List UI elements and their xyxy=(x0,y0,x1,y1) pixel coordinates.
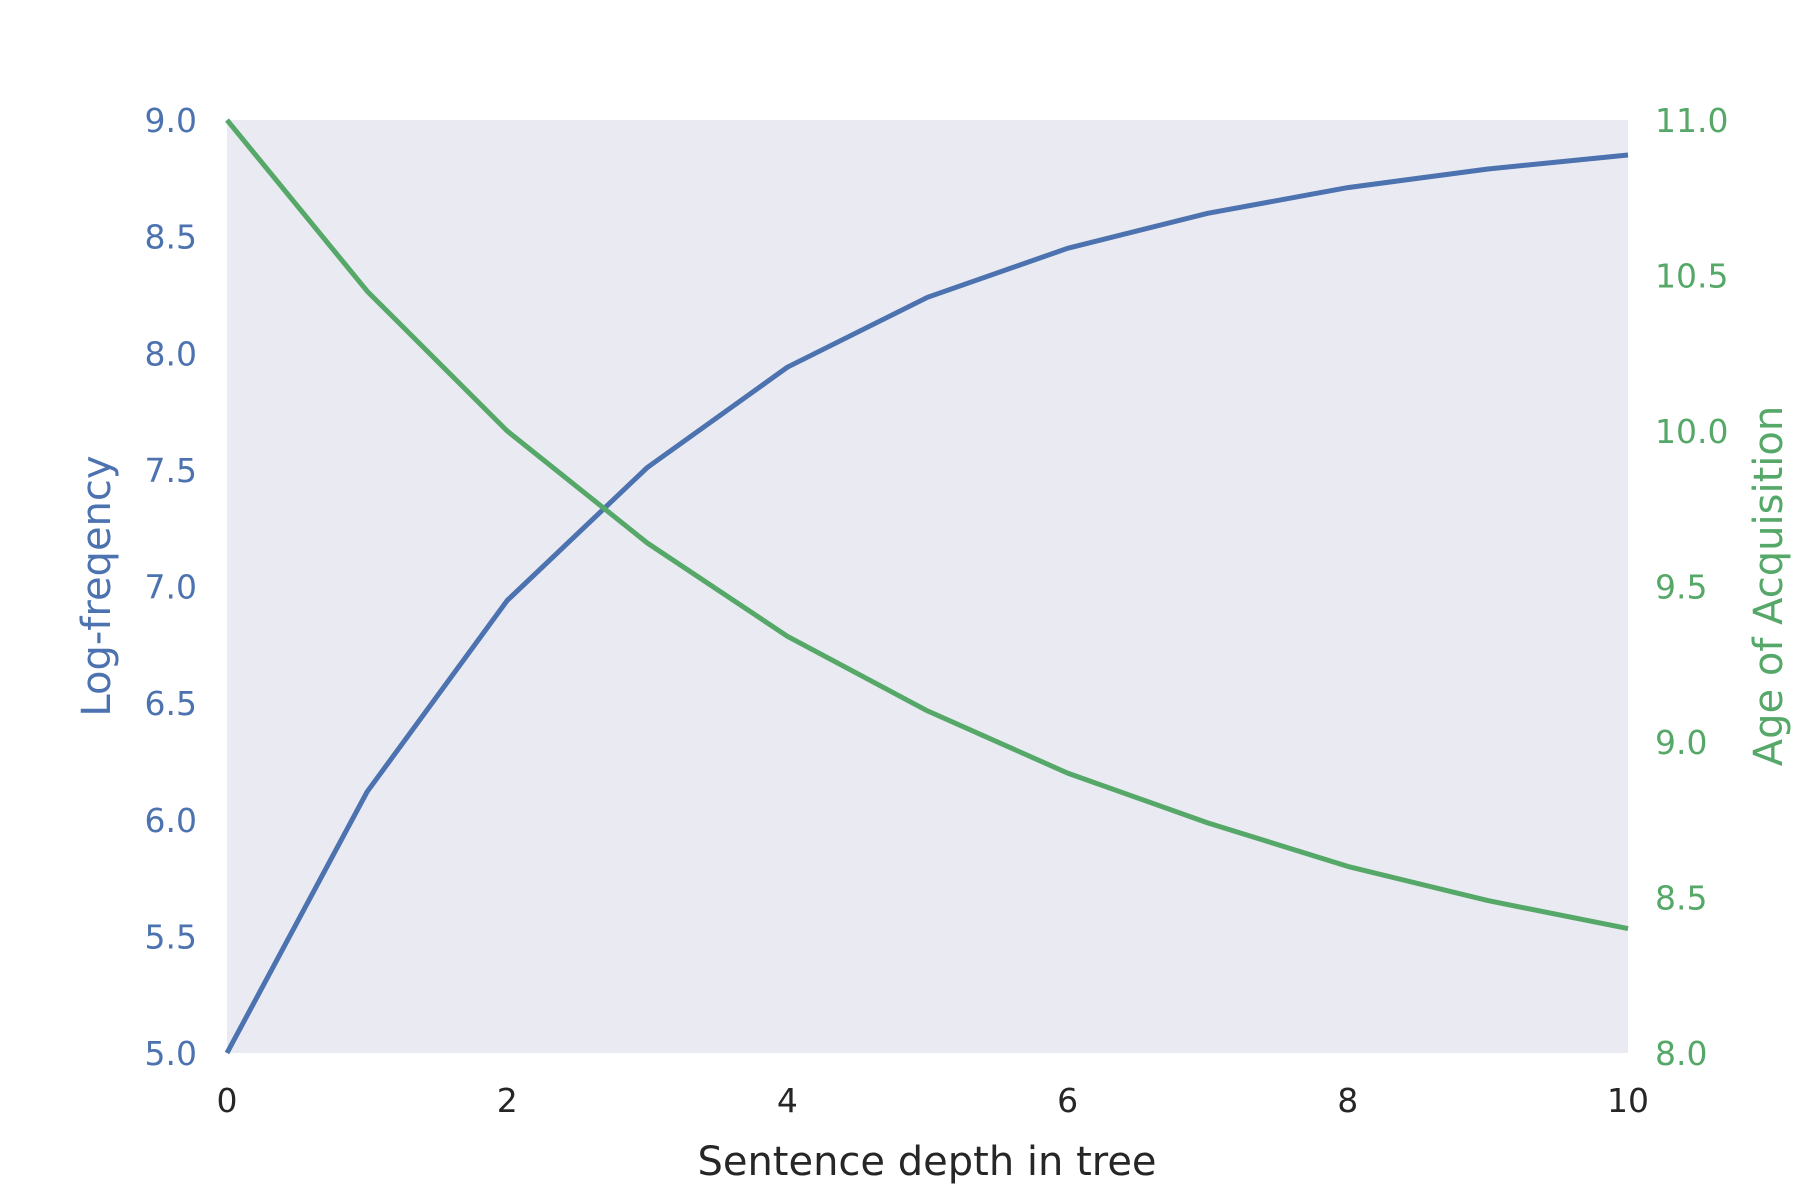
x-tick-label: 10 xyxy=(1607,1081,1649,1120)
x-axis-ticks: 0 2 4 6 8 10 xyxy=(217,1081,1650,1120)
left-y-tick-label: 6.0 xyxy=(145,801,197,840)
left-y-tick-label: 5.5 xyxy=(145,917,197,956)
right-y-tick-label: 9.0 xyxy=(1655,723,1707,762)
x-tick-label: 8 xyxy=(1337,1081,1358,1120)
x-tick-label: 4 xyxy=(777,1081,798,1120)
x-tick-label: 0 xyxy=(217,1081,238,1120)
right-y-tick-label: 8.0 xyxy=(1655,1034,1707,1073)
right-y-tick-label: 9.5 xyxy=(1655,568,1707,607)
left-y-tick-label: 6.5 xyxy=(145,684,197,723)
right-y-tick-label: 11.0 xyxy=(1655,101,1728,140)
series-layer xyxy=(224,118,1629,1055)
plot-area xyxy=(227,120,1628,1053)
x-tick-label: 2 xyxy=(497,1081,518,1120)
right-y-tick-label: 10.0 xyxy=(1655,412,1728,451)
x-axis-title: Sentence depth in tree xyxy=(697,1139,1156,1185)
right-y-tick-label: 8.5 xyxy=(1655,879,1707,918)
right-y-tick-label: 10.5 xyxy=(1655,257,1728,296)
left-y-tick-label: 8.5 xyxy=(145,218,197,257)
left-y-tick-label: 5.0 xyxy=(145,1034,197,1073)
left-y-tick-label: 8.0 xyxy=(145,334,197,373)
left-y-tick-label: 7.0 xyxy=(145,568,197,607)
x-tick-label: 6 xyxy=(1057,1081,1078,1120)
age-of-acquisition-line xyxy=(225,118,1629,932)
left-y-tick-label: 7.5 xyxy=(145,451,197,490)
right-y-axis-title: Age of Acquisition xyxy=(1746,406,1792,766)
left-y-tick-label: 9.0 xyxy=(145,101,197,140)
left-y-axis-ticks: 5.0 5.5 6.0 6.5 7.0 7.5 8.0 8.5 9.0 xyxy=(145,101,197,1073)
right-y-axis-ticks: 8.0 8.5 9.0 9.5 10.0 10.5 11.0 xyxy=(1655,101,1728,1073)
left-y-axis-title: Log-freqency xyxy=(74,455,120,716)
log-frequency-line xyxy=(224,152,1629,1055)
